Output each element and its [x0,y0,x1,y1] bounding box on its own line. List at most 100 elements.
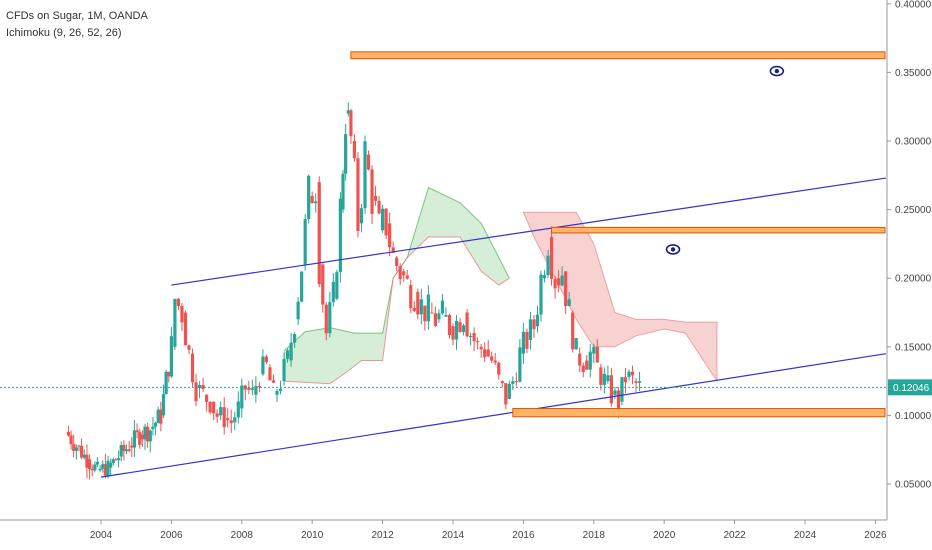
candle-body [261,356,265,375]
candle-body [208,401,212,413]
candle-body [409,285,413,309]
eye-icon-pupil [670,247,676,252]
candle-body [620,377,624,402]
candle-body [511,381,515,384]
x-tick-label: 2012 [371,530,394,541]
candle-body [85,454,89,468]
candle-body [190,353,195,383]
candle-body [98,468,102,471]
y-tick-label: 0.40000 [895,0,932,10]
candle-body [173,299,177,347]
candle-body [109,462,113,468]
candle-body [564,271,568,307]
y-tick-label: 0.30000 [895,137,932,148]
candle-body [153,422,158,427]
candle-body [233,417,237,423]
resistance-zone [350,51,886,60]
candle-body [194,382,198,402]
candle-body [106,460,110,476]
candle-body [130,445,134,448]
candle-body [146,426,150,442]
candle-body [574,338,578,350]
symbol-title: CFDs on Sugar, 1M, OANDA [6,10,148,22]
x-tick-label: 2004 [90,530,113,541]
candle-body [528,319,533,340]
candle-body [585,360,589,370]
candle-body [412,308,416,312]
candle-body [122,445,126,452]
candle-body [282,358,286,382]
candle-body [183,312,188,346]
candle-body [373,195,378,201]
candle-body [240,385,244,409]
candle-body [80,445,84,458]
indicator-label: Ichimoku (9, 26, 52, 26) [6,27,122,39]
trendline [100,353,887,478]
candle-body [164,371,168,395]
candle-body [497,362,501,375]
x-tick-label: 2014 [442,530,465,541]
x-tick-label: 2024 [794,530,817,541]
last-price-tag [888,379,932,396]
y-tick-label: 0.05000 [895,480,932,491]
candle-body [205,394,209,402]
candle-body [132,430,137,448]
candle-body [254,386,258,395]
candle-body [101,464,105,469]
candle-body [377,200,381,214]
candle-body [440,300,445,314]
candle-body [72,444,76,451]
x-tick-label: 2020 [653,530,676,541]
candle-body [247,387,251,390]
candle-body [219,407,223,416]
candle-body [119,445,123,457]
candle-body [542,275,547,279]
candle-body [271,380,276,383]
candle-body [525,331,529,349]
candle-body [557,278,561,286]
candle-body [366,154,371,170]
candle-body [532,319,536,330]
candle-body [454,320,459,340]
eye-icon [665,244,681,255]
candle-body [630,371,635,376]
candle-body [553,278,557,289]
candle-body [87,459,92,469]
candle-body [307,175,311,220]
candle-body [169,336,173,377]
candle-body [447,315,452,336]
candle-body [317,182,321,285]
candle-body [300,271,304,302]
candle-body [395,257,399,267]
candle-body [567,299,571,307]
candle-body [476,341,480,343]
x-tick-label: 2008 [231,530,254,541]
candle-body [176,298,181,307]
candle-body [609,375,613,404]
candle-body [535,314,540,327]
chart-legend: CFDs on Sugar, 1M, OANDA Ichimoku (9, 26… [6,8,148,42]
candle-body [486,349,490,357]
candle-body [549,237,554,279]
candle-body [359,208,364,224]
candle-body [331,281,335,303]
candle-body [212,401,216,414]
candle-body [416,291,420,315]
y-tick-label: 0.20000 [895,274,932,285]
candle-body [95,461,100,465]
candle-body [637,381,642,383]
candle-body [93,464,97,471]
candle-body [623,377,628,383]
candle-body [381,208,385,231]
candle-body [117,458,121,461]
y-tick-label: 0.15000 [895,342,932,353]
eye-icon [769,65,785,77]
candle-body [356,158,360,232]
candle-body [479,346,483,350]
x-tick-label: 2016 [512,530,535,541]
candle-body [180,306,184,323]
candle-body [398,266,402,280]
candle-body [370,169,374,214]
candle-body [518,347,522,382]
